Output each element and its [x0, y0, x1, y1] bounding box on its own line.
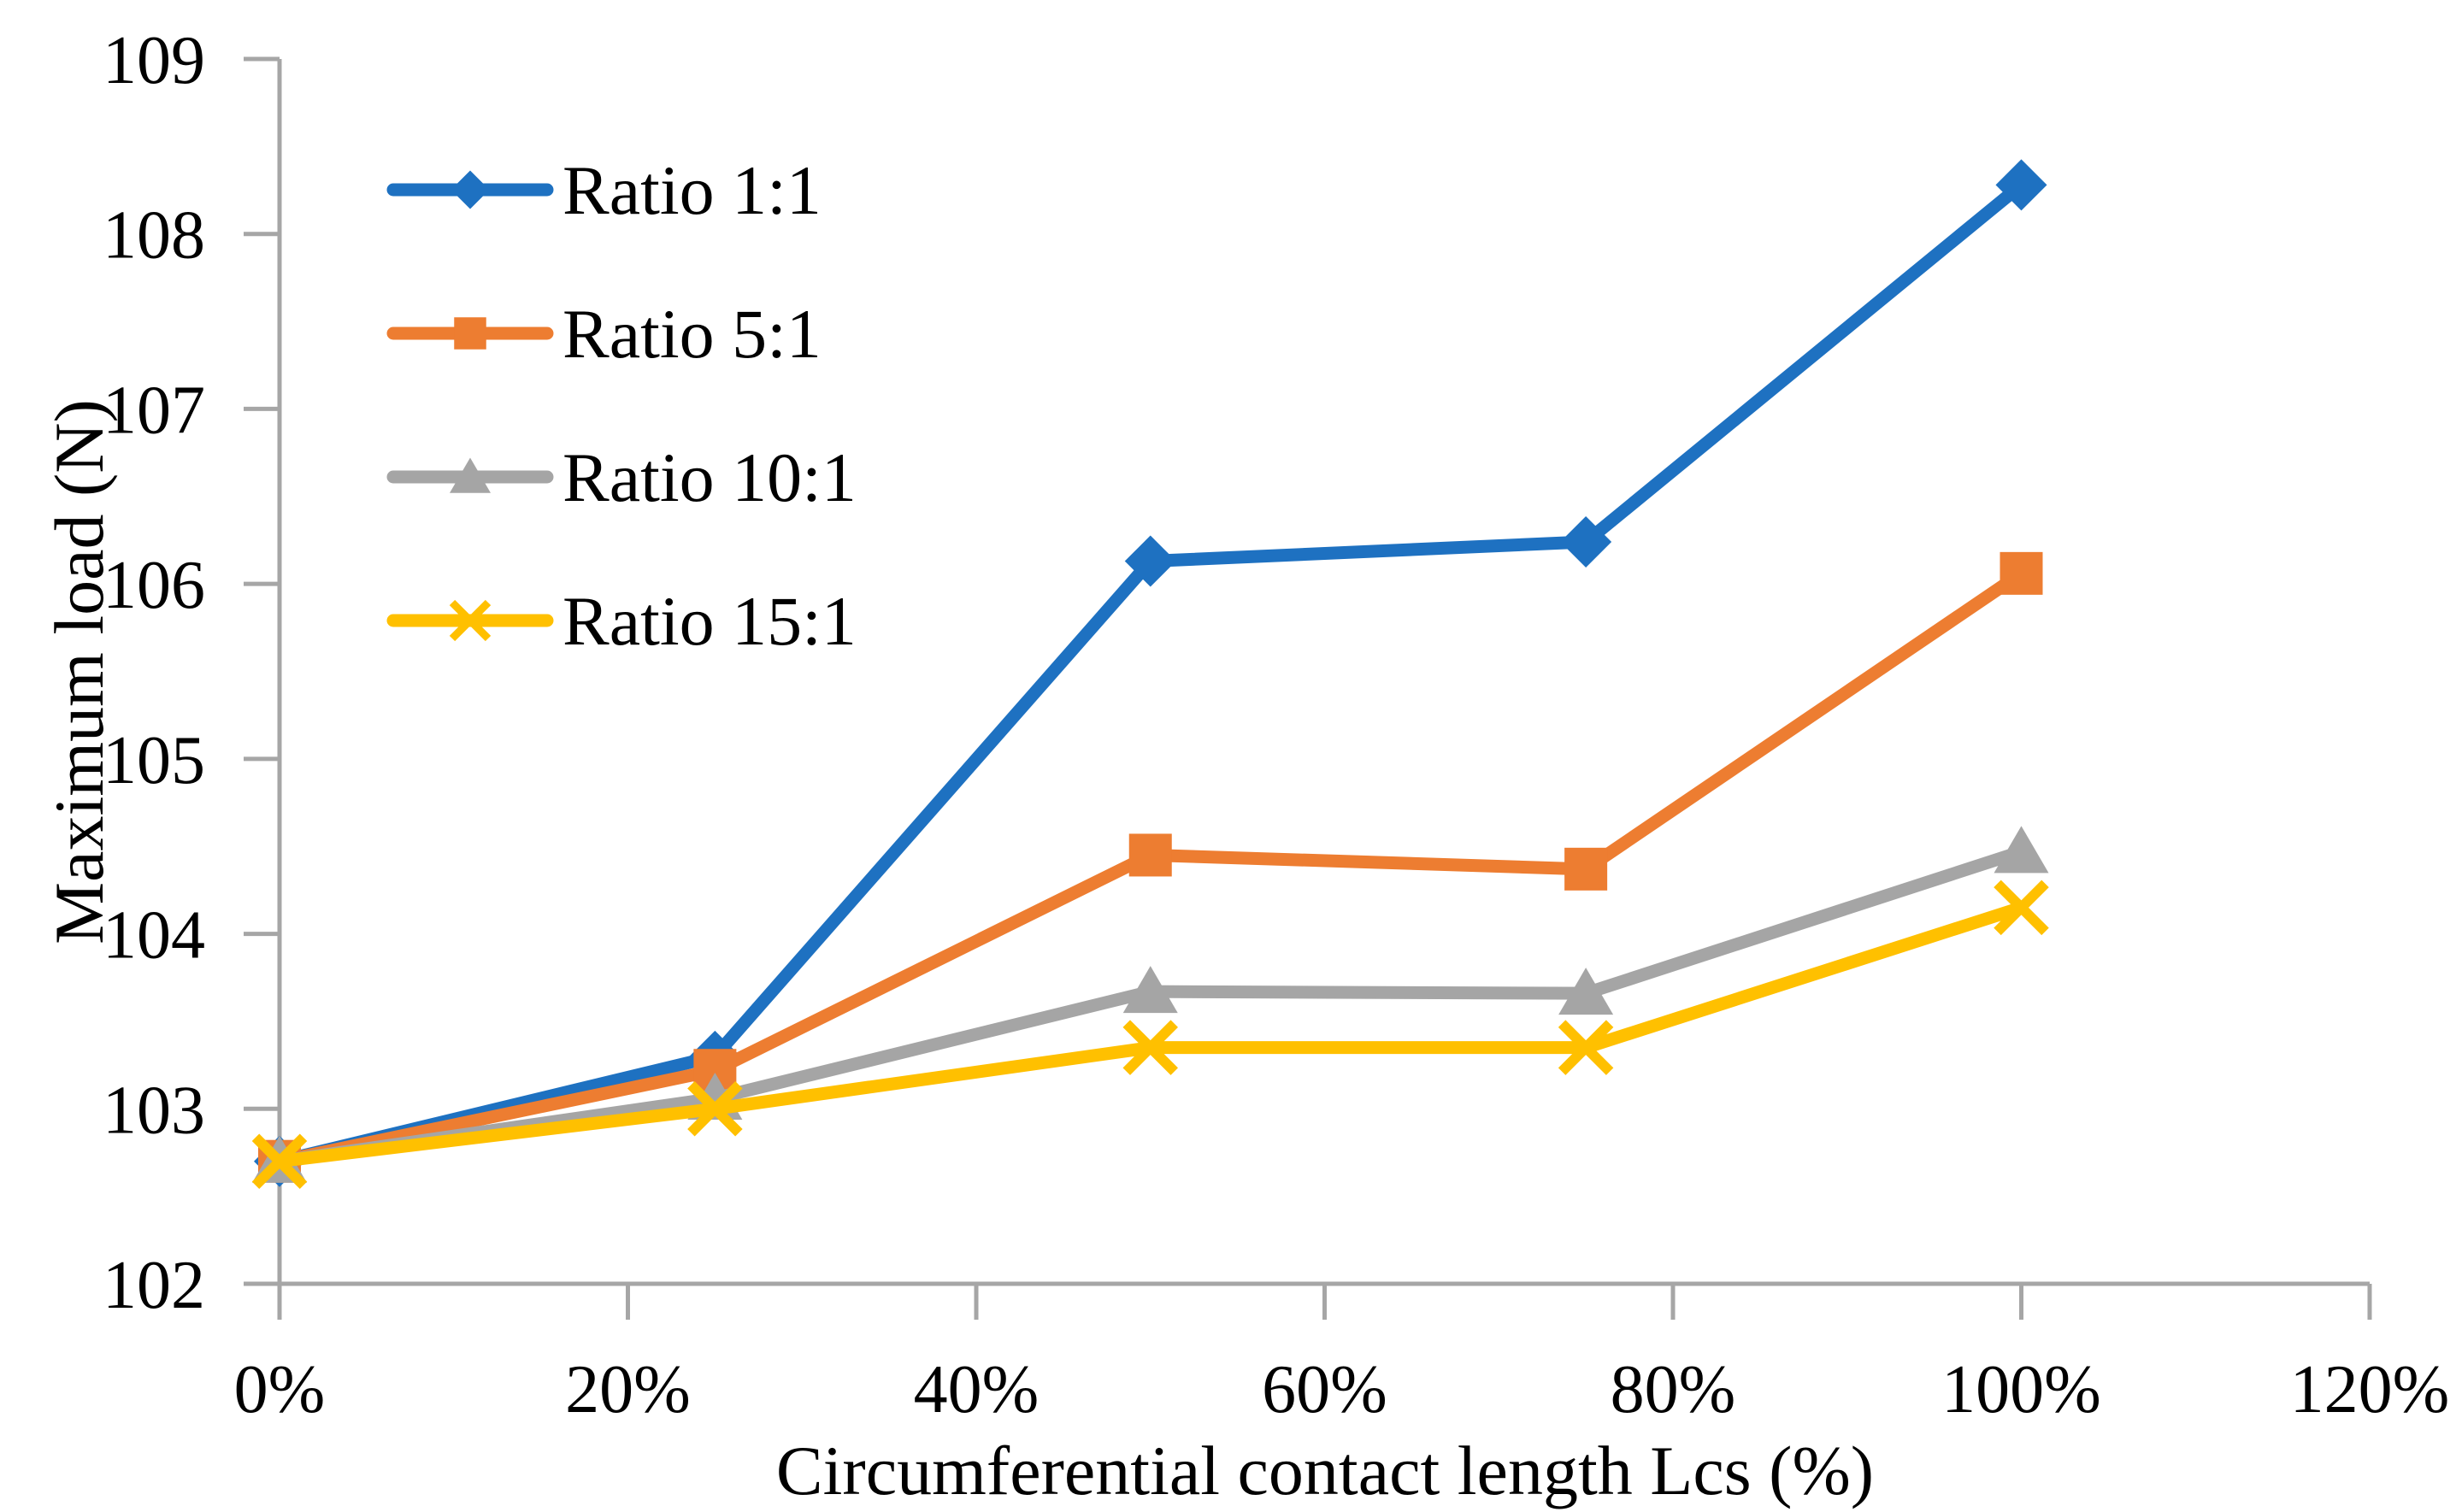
- y-tick-label: 104: [103, 898, 205, 974]
- axes: 102 103 104 105 106 107 108 109 0% 20% 40% 60% 80% 10…: [103, 23, 2449, 1427]
- y-tick-label: 109: [103, 23, 205, 98]
- legend-label: Ratio 5:1: [562, 295, 822, 373]
- legend-item-ratio-10-1: Ratio 10:1: [386, 438, 857, 516]
- x-icon: [449, 599, 492, 642]
- x-tick-label: 80%: [1611, 1352, 1736, 1427]
- data-point-marker: [251, 1133, 308, 1189]
- data-point-marker: [1560, 516, 1612, 568]
- data-point-marker: [1128, 833, 1172, 877]
- x-tick-label: 60%: [1262, 1352, 1387, 1427]
- x-tick-label: 100%: [1941, 1352, 2101, 1427]
- data-point-marker: [1558, 1020, 1614, 1075]
- diamond-icon: [451, 170, 490, 209]
- data-point-marker: [1124, 535, 1176, 587]
- data-point-marker: [1564, 847, 1608, 891]
- data-point-marker: [1994, 880, 2049, 936]
- square-icon: [454, 317, 486, 350]
- legend-label: Ratio 10:1: [562, 438, 857, 516]
- y-axis-title: Maximum load (N): [40, 399, 118, 944]
- x-tick-label: 20%: [565, 1352, 691, 1427]
- triangle-icon: [450, 457, 491, 493]
- data-point-marker: [1122, 966, 1178, 1014]
- x-tick-label: 120%: [2290, 1352, 2450, 1427]
- legend-label: Ratio 1:1: [562, 151, 822, 229]
- x-tick-label: 0%: [234, 1352, 326, 1427]
- y-tick-label: 108: [103, 198, 205, 274]
- data-point-marker: [1995, 159, 2047, 211]
- series-ratio-15-1: [251, 880, 2049, 1189]
- x-tick-label: 40%: [914, 1352, 1040, 1427]
- y-tick-label: 107: [103, 373, 205, 448]
- legend-label: Ratio 15:1: [562, 582, 857, 660]
- x-axis-title: Circumferential contact length Lcs (%): [776, 1432, 1874, 1509]
- legend-item-ratio-1-1: Ratio 1:1: [386, 151, 822, 229]
- y-tick-label: 103: [103, 1073, 205, 1148]
- data-point-marker: [1994, 826, 2049, 874]
- legend-item-ratio-5-1: Ratio 5:1: [386, 295, 822, 373]
- y-tick-label: 106: [103, 548, 205, 623]
- data-point-marker: [687, 1081, 743, 1137]
- series-ratio-5-1: [258, 551, 2043, 1183]
- y-tick-label: 105: [103, 723, 205, 798]
- y-tick-label: 102: [103, 1248, 205, 1323]
- series-ratio-1-1: [254, 159, 2047, 1187]
- legend: Ratio 1:1 Ratio 5:1 Ratio 10:1 Ratio 15:1: [386, 151, 857, 660]
- data-point-marker: [1558, 968, 1614, 1015]
- legend-item-ratio-15-1: Ratio 15:1: [386, 582, 857, 660]
- data-point-marker: [1122, 1020, 1178, 1075]
- data-point-marker: [2000, 551, 2043, 595]
